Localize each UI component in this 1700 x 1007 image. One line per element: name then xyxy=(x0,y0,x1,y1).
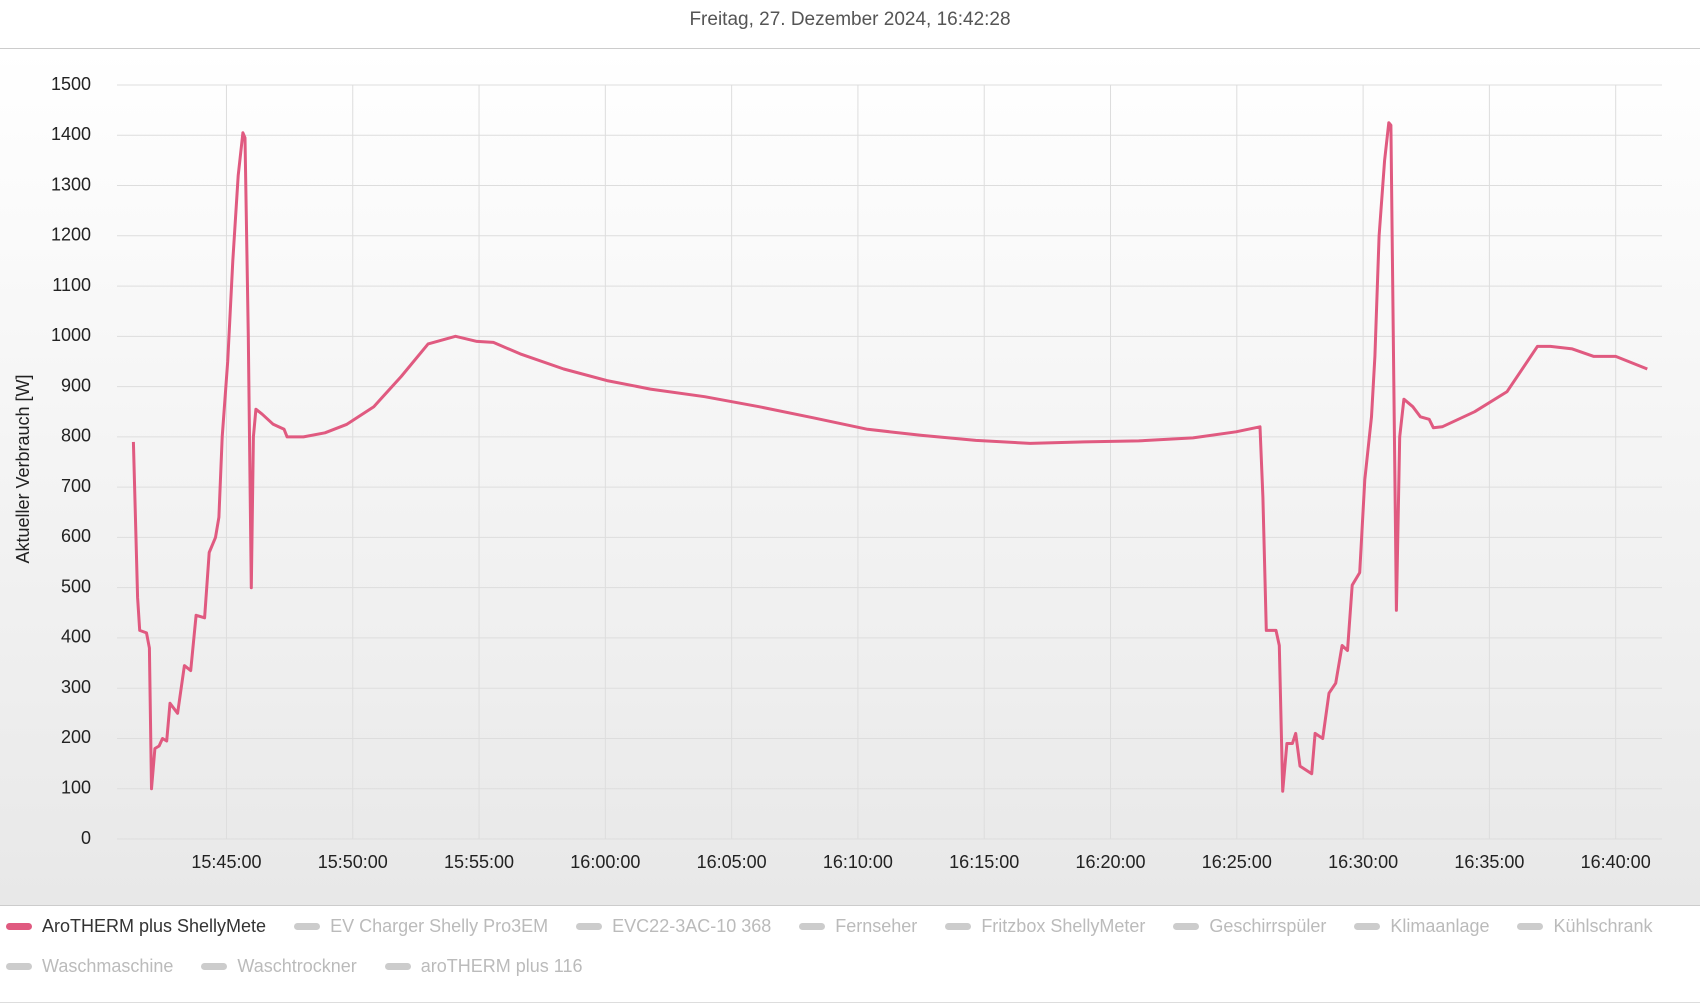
legend-label: Waschtrockner xyxy=(237,955,357,976)
legend-label: Fritzbox ShellyMeter xyxy=(981,915,1146,936)
y-tick-label: 600 xyxy=(61,526,91,546)
y-tick-label: 700 xyxy=(61,476,91,496)
x-tick-label: 16:20:00 xyxy=(1075,852,1145,872)
legend-label: EV Charger Shelly Pro3EM xyxy=(330,915,549,936)
y-tick-label: 900 xyxy=(61,375,91,395)
legend-swatch xyxy=(576,922,603,930)
legend-swatch xyxy=(6,922,32,930)
legend-swatch xyxy=(1354,922,1381,930)
chart: Aktueller Verbrauch [W] 0 100 200 300 400 500… xyxy=(0,49,1700,905)
x-tick-label: 16:10:00 xyxy=(823,852,893,872)
legend-item[interactable]: EVC22-3AC-10 368 xyxy=(576,916,771,936)
legend-item[interactable]: Kühlschrank xyxy=(1517,915,1653,936)
y-tick-label: 0 xyxy=(81,828,91,848)
y-tick-label: 1100 xyxy=(52,275,91,295)
y-tick-label: 800 xyxy=(61,426,91,446)
y-tick-label: 400 xyxy=(61,627,91,647)
y-tick-label: 1000 xyxy=(51,325,91,345)
legend-swatch xyxy=(1517,922,1544,930)
y-tick-label: 500 xyxy=(61,576,91,596)
legend-label: Waschmaschine xyxy=(42,955,174,976)
legend: AroTHERM plus ShellyMete EV Charger Shell… xyxy=(0,905,1700,1003)
legend-label: Fernseher xyxy=(835,915,918,936)
x-tick-label: 16:25:00 xyxy=(1202,852,1272,872)
legend-item[interactable]: AroTHERM plus ShellyMete xyxy=(6,916,266,936)
legend-label: Geschirrspüler xyxy=(1209,915,1327,936)
legend-swatch xyxy=(201,962,228,970)
legend-swatch xyxy=(799,922,826,930)
chart-background xyxy=(0,49,1700,905)
x-tick-label: 16:00:00 xyxy=(570,852,640,872)
y-tick-label: 100 xyxy=(61,777,91,797)
legend-swatch xyxy=(294,922,321,930)
legend-swatch xyxy=(384,962,411,970)
legend-item[interactable]: Fernseher xyxy=(799,916,917,936)
legend-label: AroTHERM plus ShellyMete xyxy=(42,915,267,936)
legend-swatch xyxy=(945,922,972,930)
x-tick-label: 15:50:00 xyxy=(318,852,388,872)
chart-title: Freitag, 27. Dezember 2024, 16:42:28 xyxy=(689,9,1011,30)
legend-label: Klimaanlage xyxy=(1390,915,1490,936)
legend-label: aroTHERM plus 116 xyxy=(420,955,583,976)
legend-item[interactable]: Klimaanlage xyxy=(1354,916,1489,936)
legend-label: EVC22-3AC-10 368 xyxy=(612,915,772,936)
legend-label: Kühlschrank xyxy=(1553,915,1653,936)
x-tick-label: 16:35:00 xyxy=(1454,852,1524,872)
y-tick-label: 300 xyxy=(61,677,91,697)
y-axis-label: Aktueller Verbrauch [W] xyxy=(13,374,33,563)
y-tick-label: 1300 xyxy=(51,174,91,194)
x-tick-label: 16:40:00 xyxy=(1581,852,1651,872)
legend-item[interactable]: Fritzbox ShellyMeter xyxy=(945,916,1145,936)
legend-item[interactable]: Waschtrockner xyxy=(201,955,357,976)
x-tick-label: 15:55:00 xyxy=(444,852,514,872)
y-tick-label: 1400 xyxy=(51,124,91,144)
x-tick-label: 16:05:00 xyxy=(697,852,767,872)
data-line xyxy=(131,121,1648,793)
legend-item[interactable]: EV Charger Shelly Pro3EM xyxy=(294,916,548,936)
legend-item[interactable]: Waschmaschine xyxy=(6,956,173,976)
legend-item[interactable]: Geschirrspüler xyxy=(1173,916,1326,936)
legend-swatch xyxy=(6,962,32,970)
header: Freitag, 27. Dezember 2024, 16:42:28 xyxy=(0,0,1700,49)
x-tick-label: 15:45:00 xyxy=(191,852,261,872)
y-tick-label: 200 xyxy=(61,727,91,747)
y-tick-label: 1500 xyxy=(51,74,91,94)
y-tick-label: 1200 xyxy=(51,225,91,245)
legend-swatch xyxy=(1173,922,1200,930)
legend-item[interactable]: aroTHERM plus 116 xyxy=(384,955,583,976)
x-tick-label: 16:15:00 xyxy=(949,852,1019,872)
x-tick-label: 16:30:00 xyxy=(1328,852,1398,872)
